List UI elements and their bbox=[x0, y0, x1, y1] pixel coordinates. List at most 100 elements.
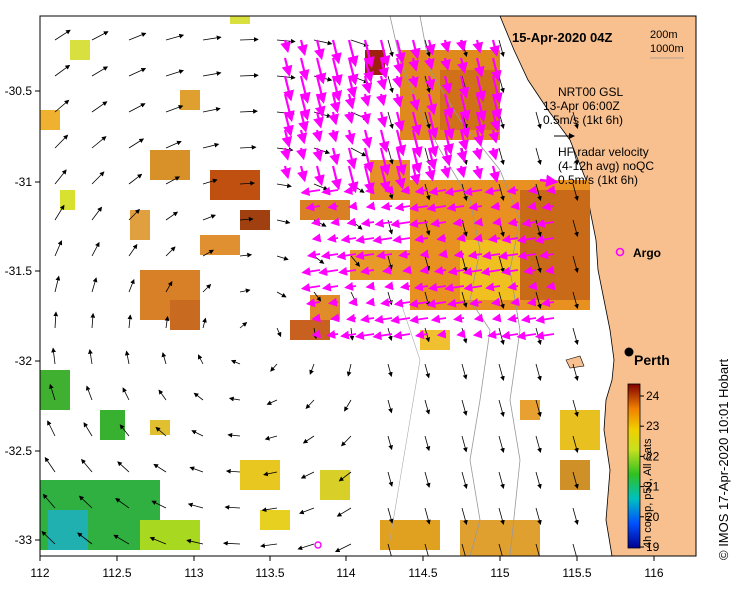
radar-arrow bbox=[468, 202, 483, 212]
model-arrow bbox=[535, 147, 542, 165]
model-arrow bbox=[127, 314, 133, 329]
model-arrow bbox=[461, 291, 468, 308]
radar-arrow bbox=[283, 75, 295, 102]
radar-arrow bbox=[436, 233, 447, 243]
radar-arrow bbox=[347, 165, 359, 194]
model-arrow bbox=[153, 463, 167, 473]
model-arrow bbox=[91, 171, 105, 185]
radar-arrow bbox=[488, 147, 499, 161]
radar-arrow bbox=[378, 129, 390, 153]
model-arrow bbox=[387, 39, 394, 57]
radar-arrow bbox=[440, 165, 451, 179]
model-arrow bbox=[202, 317, 207, 329]
radar-arrow bbox=[409, 314, 429, 324]
radar-arrow bbox=[408, 57, 420, 72]
model-arrow bbox=[260, 543, 278, 548]
model-arrow bbox=[387, 399, 393, 414]
radar-arrow bbox=[393, 57, 404, 75]
model-arrow bbox=[78, 495, 93, 509]
model-arrow bbox=[302, 435, 315, 444]
model-arrow bbox=[91, 31, 109, 41]
radar-arrow bbox=[376, 75, 388, 91]
radar-arrow bbox=[428, 186, 447, 196]
radar-arrow bbox=[473, 57, 485, 78]
colorbar-tick-label: 24 bbox=[646, 389, 660, 403]
model-arrow bbox=[54, 204, 65, 221]
radar-arrow bbox=[534, 331, 555, 340]
radar-arrow bbox=[305, 298, 321, 308]
model-arrow bbox=[165, 176, 181, 185]
radar-arrow bbox=[331, 57, 343, 87]
model-arrow bbox=[424, 435, 431, 452]
radar-arrow bbox=[485, 282, 501, 292]
model-arrow bbox=[424, 111, 431, 129]
radar-arrow bbox=[394, 165, 406, 190]
radar-arrow bbox=[472, 329, 483, 339]
model-arrow bbox=[276, 219, 291, 225]
radar-arrow bbox=[347, 39, 359, 68]
radar-arrow bbox=[283, 93, 295, 123]
model-arrow bbox=[387, 543, 394, 556]
y-tick-label: -32 bbox=[15, 354, 33, 368]
model-arrow bbox=[202, 35, 222, 41]
radar-arrow bbox=[411, 129, 423, 159]
radar-arrow bbox=[314, 39, 325, 61]
radar-arrow bbox=[360, 111, 371, 126]
model-arrow bbox=[128, 278, 135, 293]
model-arrow bbox=[239, 288, 251, 294]
colorbar bbox=[627, 383, 641, 549]
radar-arrow bbox=[311, 329, 321, 339]
radar-arrow bbox=[462, 267, 483, 276]
radar-arrow bbox=[523, 266, 537, 276]
radar-arrow bbox=[409, 93, 420, 112]
radar-arrow bbox=[544, 265, 555, 275]
radar-arrow bbox=[297, 39, 308, 57]
radar-arrow bbox=[280, 165, 291, 180]
model-arrow bbox=[202, 178, 218, 185]
model-arrow bbox=[165, 140, 182, 149]
colorbar-ticks: 24 23 22 21 20 19 bbox=[640, 389, 660, 554]
radar-arrow bbox=[443, 93, 454, 120]
radar-arrow bbox=[390, 219, 411, 229]
radar-arrow bbox=[453, 313, 465, 323]
radar-arrow bbox=[539, 250, 555, 260]
radar-arrow bbox=[374, 314, 393, 324]
model-arrow bbox=[239, 252, 253, 258]
model-arrow bbox=[572, 111, 579, 129]
model-arrow bbox=[299, 507, 315, 515]
radar-arrow bbox=[384, 185, 394, 195]
radar-arrow bbox=[473, 233, 483, 243]
radar-arrow bbox=[487, 330, 501, 340]
model-arrow bbox=[346, 363, 352, 377]
radar-velocity-arrows bbox=[280, 39, 556, 341]
model-legend-line1: NRT00 GSL bbox=[558, 85, 623, 99]
radar-arrow bbox=[489, 111, 501, 132]
radar-arrow bbox=[458, 129, 469, 152]
model-arrow bbox=[155, 426, 167, 437]
model-arrow bbox=[461, 435, 468, 453]
model-arrow bbox=[498, 543, 505, 556]
radar-arrow bbox=[363, 57, 374, 83]
model-arrow bbox=[165, 105, 184, 113]
model-arrow bbox=[572, 219, 579, 237]
model-arrow bbox=[53, 311, 59, 329]
radar-arrow bbox=[472, 39, 484, 54]
radar-arrow bbox=[458, 75, 470, 99]
colorbar-tick-label: 21 bbox=[646, 480, 660, 494]
radar-arrow bbox=[384, 281, 394, 291]
model-arrow bbox=[498, 435, 505, 453]
plot-frame bbox=[39, 15, 697, 557]
radar-arrow bbox=[546, 185, 556, 195]
model-arrow bbox=[202, 283, 212, 293]
radar-arrow bbox=[327, 297, 339, 307]
model-arrow bbox=[239, 180, 255, 186]
x-tick-label: 114 bbox=[336, 566, 355, 580]
model-arrow bbox=[350, 147, 367, 157]
radar-arrow bbox=[467, 250, 483, 260]
radar-arrow bbox=[501, 266, 519, 276]
radar-arrow bbox=[395, 129, 407, 157]
model-arrow bbox=[387, 363, 393, 377]
model-arrow bbox=[151, 500, 167, 509]
radar-arrow bbox=[540, 298, 555, 308]
